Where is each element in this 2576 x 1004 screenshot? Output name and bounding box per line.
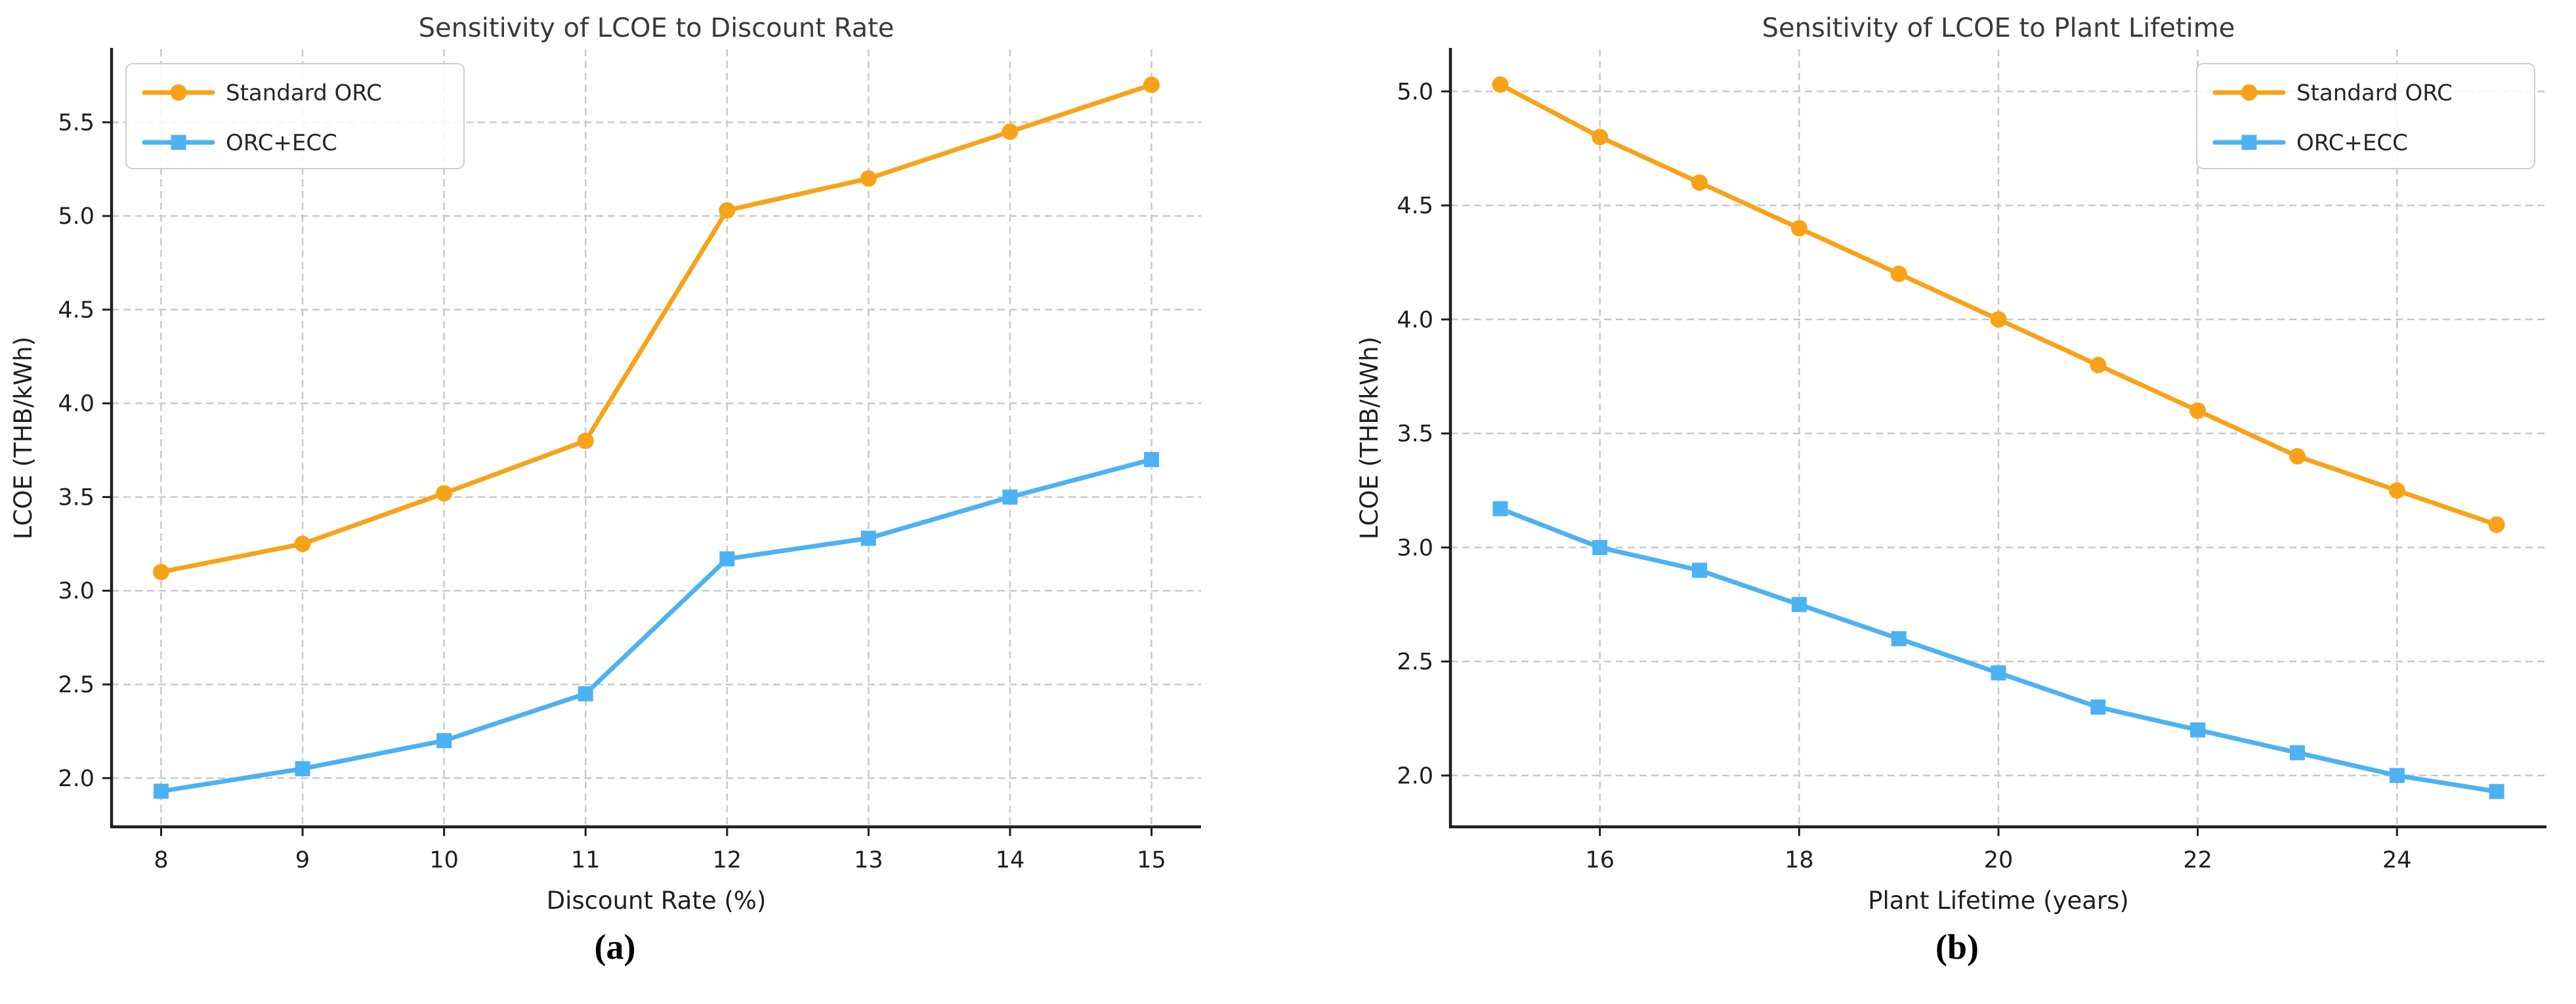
- x-tick-label: 15: [1137, 847, 1166, 873]
- data-point-orc-ecc: [2389, 768, 2405, 784]
- data-point-orc-ecc: [719, 551, 735, 567]
- legend-label: Standard ORC: [2296, 80, 2453, 106]
- data-point-standard-orc: [436, 485, 453, 502]
- y-tick-label: 4.0: [58, 391, 95, 417]
- subfigure-caption-b: (b): [1935, 927, 1979, 967]
- data-point-orc-ecc: [153, 784, 169, 799]
- data-point-standard-orc: [1691, 174, 1708, 191]
- data-point-orc-ecc: [578, 686, 593, 701]
- y-tick-label: 2.0: [58, 766, 95, 792]
- data-point-standard-orc: [2189, 402, 2206, 419]
- chart-plant-lifetime: 16 18 20 22 24 2.0 2.5 3.0 3.5 4.0 4.5 5.0 Sensitivi…: [1355, 13, 2546, 915]
- y-tick-label: 5.0: [58, 203, 95, 230]
- y-tick-label: 3.5: [1397, 421, 1433, 448]
- data-point-orc-ecc: [436, 733, 452, 749]
- data-point-orc-ecc: [1492, 501, 1508, 516]
- x-tick-label: 9: [295, 847, 310, 873]
- y-tick-label: 4.5: [1397, 193, 1433, 219]
- legend-marker-circle: [2241, 84, 2258, 101]
- data-point-standard-orc: [1890, 265, 1907, 282]
- legend-label: ORC+ECC: [2296, 130, 2408, 156]
- y-axis-label: LCOE (THB/kWh): [9, 337, 37, 539]
- data-point-orc-ecc: [1991, 665, 2006, 680]
- x-tick-label: 20: [1984, 847, 2014, 873]
- data-point-orc-ecc: [1891, 631, 1907, 646]
- data-point-standard-orc: [2388, 482, 2405, 499]
- y-tick-label: 4.5: [58, 297, 95, 324]
- x-tick-label: 10: [429, 847, 459, 873]
- legend-label: Standard ORC: [226, 80, 382, 106]
- data-point-orc-ecc: [2090, 700, 2106, 715]
- y-axis-label: LCOE (THB/kWh): [1355, 337, 1383, 539]
- legend-marker-square: [2241, 135, 2257, 150]
- series-line-standard-orc: [158, 82, 1154, 575]
- data-point-orc-ecc: [1791, 596, 1807, 612]
- x-tick-label: 14: [996, 847, 1025, 873]
- y-tick-label: 2.5: [58, 672, 95, 698]
- data-point-standard-orc: [2289, 448, 2306, 465]
- y-tick-label: 3.0: [1397, 535, 1433, 561]
- data-point-standard-orc: [1002, 123, 1019, 140]
- data-point-standard-orc: [1790, 220, 1807, 237]
- x-tick-label: 22: [2183, 847, 2212, 873]
- x-tick-label: 16: [1585, 847, 1615, 873]
- chart-discount-rate: 8 9 10 11 12 13 14 15 2.0 2.5 3.0 3.5 4.0 4.5 5.0 5.5 Se…: [9, 13, 1201, 915]
- data-point-orc-ecc: [295, 761, 310, 776]
- data-point-orc-ecc: [860, 530, 876, 546]
- data-point-standard-orc: [2488, 516, 2505, 533]
- y-tick-label: 5.0: [1397, 79, 1433, 105]
- data-point-standard-orc: [1592, 129, 1609, 146]
- data-point-standard-orc: [152, 564, 169, 581]
- data-point-standard-orc: [719, 202, 736, 219]
- x-tick-label: 13: [854, 847, 883, 873]
- panel-a: 8 9 10 11 12 13 14 15 2.0 2.5 3.0 3.5 4.0 4.5 5.0 5.5 Se…: [9, 13, 1201, 967]
- x-tick-label: 24: [2382, 847, 2412, 873]
- data-point-standard-orc: [1143, 76, 1160, 93]
- chart-title: Sensitivity of LCOE to Plant Lifetime: [1762, 13, 2235, 43]
- panel-b: 16 18 20 22 24 2.0 2.5 3.0 3.5 4.0 4.5 5.0 Sensitivi…: [1288, 0, 2575, 1004]
- legend-marker-square: [171, 135, 186, 150]
- y-tick-label: 5.5: [58, 110, 95, 136]
- x-axis-label: Plant Lifetime (years): [1868, 887, 2129, 915]
- x-axis-label: Discount Rate (%): [547, 887, 767, 915]
- series-line-orc-ecc: [158, 457, 1154, 794]
- x-tick-label: 12: [713, 847, 742, 873]
- y-tick-label: 2.0: [1397, 763, 1433, 789]
- data-point-orc-ecc: [2489, 784, 2504, 799]
- data-point-standard-orc: [1990, 311, 2007, 328]
- data-point-standard-orc: [2090, 356, 2107, 373]
- data-point-orc-ecc: [1692, 562, 1708, 578]
- y-tick-label: 3.5: [58, 484, 95, 511]
- data-point-standard-orc: [577, 432, 594, 450]
- x-tick-label: 8: [154, 847, 168, 873]
- data-point-orc-ecc: [1144, 451, 1160, 467]
- data-point-orc-ecc: [1002, 489, 1018, 505]
- data-point-standard-orc: [294, 535, 311, 553]
- data-point-orc-ecc: [2190, 722, 2206, 738]
- chart-title: Sensitivity of LCOE to Discount Rate: [419, 13, 895, 43]
- subfigure-caption-a: (a): [594, 927, 636, 967]
- y-tick-label: 2.5: [1397, 649, 1433, 675]
- y-tick-label: 3.0: [58, 578, 95, 604]
- x-tick-label: 11: [571, 847, 601, 873]
- data-point-orc-ecc: [1592, 539, 1608, 555]
- y-tick-label: 4.0: [1397, 307, 1433, 333]
- data-point-orc-ecc: [2289, 745, 2305, 761]
- legend-marker-circle: [170, 84, 187, 101]
- legend-label: ORC+ECC: [226, 130, 337, 156]
- data-point-standard-orc: [860, 170, 877, 187]
- data-point-standard-orc: [1492, 76, 1509, 93]
- x-tick-label: 18: [1784, 847, 1814, 873]
